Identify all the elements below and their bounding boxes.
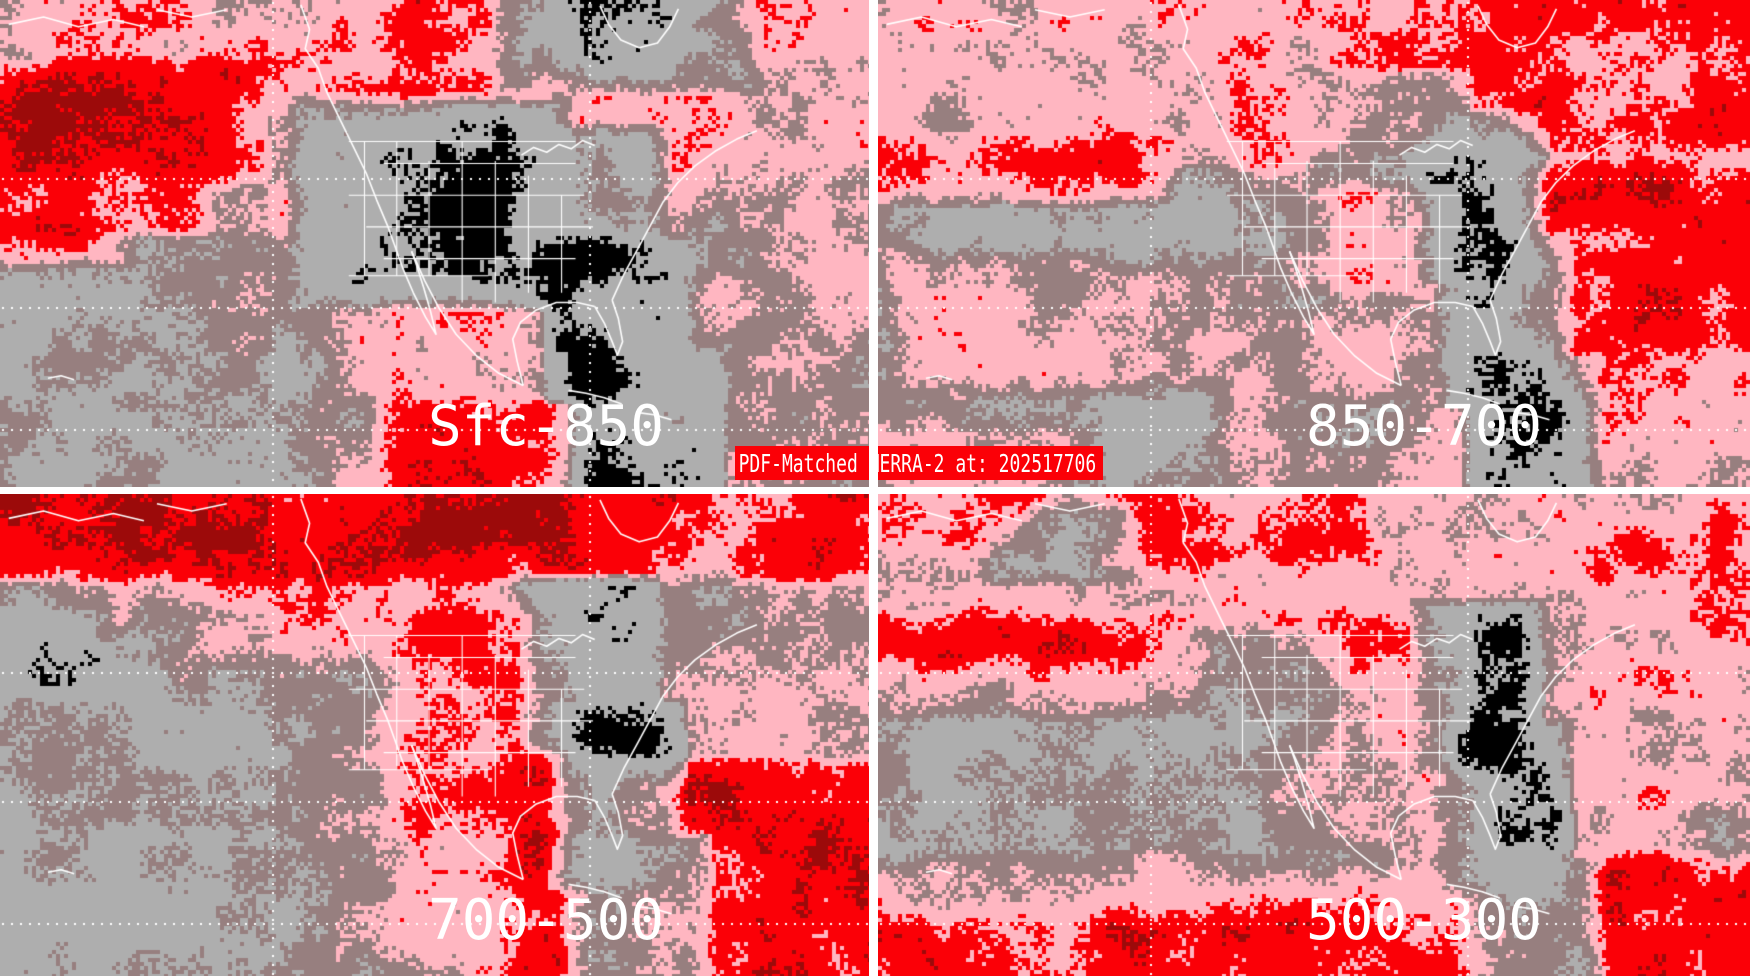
map-canvas-500-300 <box>878 494 1750 976</box>
map-canvas-700-500 <box>0 494 869 976</box>
map-canvas-850-700 <box>878 0 1750 487</box>
panel-label-500-300: 500-300 <box>1306 888 1543 953</box>
panel-sfc-850: Sfc-850 <box>0 0 869 487</box>
title-banner: PDF-Matched MERRA-2 at: 202517706 <box>735 446 1103 480</box>
panel-label-sfc-850: Sfc-850 <box>428 394 665 459</box>
panel-500-300: 500-300 <box>878 494 1750 976</box>
panel-label-700-500: 700-500 <box>428 888 665 953</box>
map-canvas-sfc-850 <box>0 0 869 487</box>
panel-divider-horizontal <box>0 487 1750 494</box>
panel-850-700: 850-700 <box>878 0 1750 487</box>
title-banner-text: PDF-Matched MERRA-2 at: 202517706 <box>738 448 1097 478</box>
panel-700-500: 700-500 <box>0 494 869 976</box>
panel-label-850-700: 850-700 <box>1306 394 1543 459</box>
